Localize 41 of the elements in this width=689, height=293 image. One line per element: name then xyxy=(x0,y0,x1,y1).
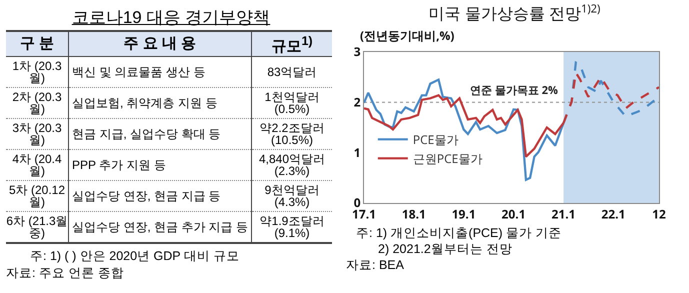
y-axis-title: (전년동기대비,%) xyxy=(360,27,454,44)
text: PPP 추가 지원 등 xyxy=(72,158,166,172)
y-tick-label: 2 xyxy=(354,94,361,111)
text: 2) 2021.2월부터는 전망 xyxy=(377,241,514,257)
text: 4차 (20.4월) xyxy=(12,152,62,178)
text: 1천억달러 (0.5%) xyxy=(264,90,320,116)
text: 주: 1) 개인소비지출(PCE) 물가 기준 xyxy=(355,225,563,241)
text: 백신 및 의료물품 생산 등 xyxy=(72,65,206,79)
y-tick-label: 1 xyxy=(354,144,361,161)
x-tick-label: 12 xyxy=(652,205,666,222)
text: 실업수당 연장, 현금 지급 등 xyxy=(72,189,221,203)
text: 3차 (20.3월) xyxy=(12,121,62,147)
text: 9천억달러 (4.3%) xyxy=(264,183,320,209)
x-tick-label: 22.1 xyxy=(601,205,626,222)
text: 실업수당 연장, 현금 추가 지급 등 xyxy=(72,220,248,234)
text: 약2.2조달러 (10.5%) xyxy=(260,121,324,147)
text: 4,840억달러 (2.3%) xyxy=(258,152,326,178)
legend-label: PCE물가 xyxy=(412,130,458,148)
text: 현금 지급, 실업수당 확대 등 xyxy=(72,127,221,141)
text: 6차 (21.3월중) xyxy=(6,214,68,240)
chart-title: 미국 물가상승률 전망$^{1)2)}$ xyxy=(428,1,600,24)
category-label: 구 분 xyxy=(6,31,68,56)
text: 5차 (20.12월) xyxy=(8,183,66,209)
text: 실업보험, 취약계층 지원 등 xyxy=(72,96,218,110)
text: 1차 (20.3월) xyxy=(12,59,62,85)
x-tick-label: 18.1 xyxy=(402,205,426,222)
text: 자료: BEA xyxy=(346,257,405,273)
y-tick-label: 3 xyxy=(354,43,361,60)
text: 주: 1) ( ) 안은 2020년 GDP 대비 규모 xyxy=(29,248,240,265)
x-tick-label: 20.1 xyxy=(502,205,526,222)
text: 83억달러 xyxy=(267,65,317,79)
category-label: 규모$^{1)}$ xyxy=(252,31,332,56)
text: 2차 (20.3월) xyxy=(12,90,62,116)
text: 코로나19 대응 경기부양책 xyxy=(70,7,272,29)
x-tick-label: 19.1 xyxy=(452,205,476,222)
category-label: 주 요 내 용 xyxy=(68,31,252,56)
text: 자료: 주요 언론 종합 xyxy=(6,265,125,282)
text: 약1.9조달러 (9.1%) xyxy=(260,214,324,240)
legend-label: 근원PCE물가 xyxy=(412,150,482,167)
ref-line-label: 연준 물가목표 2% xyxy=(470,83,558,98)
x-tick-label: 21.1 xyxy=(552,205,576,222)
